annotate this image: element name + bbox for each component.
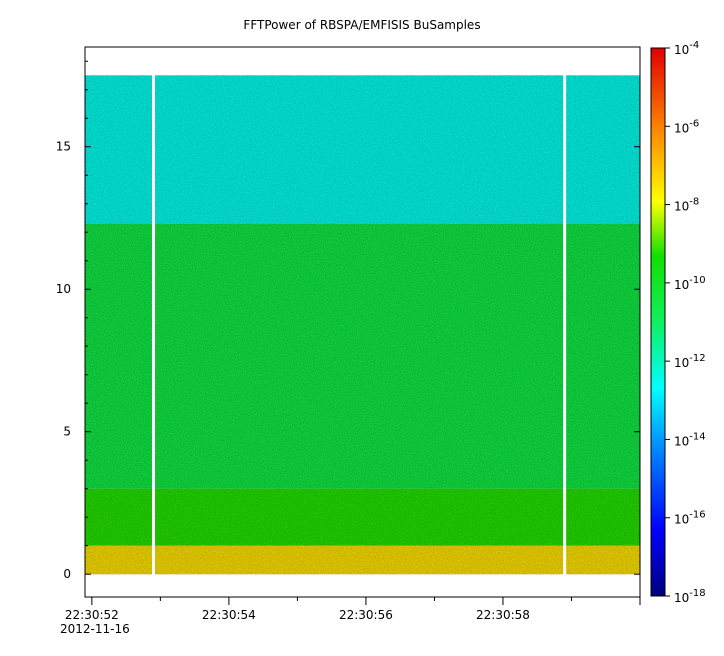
y-tick-label-2: 10 [56, 282, 71, 296]
x-tick-label-1: 22:30:54 [202, 608, 256, 622]
colorbar-tick-label-4: 10-12 [674, 353, 706, 370]
colorbar [650, 47, 666, 597]
y-tick-label-3: 15 [56, 140, 71, 154]
colorbar-tick-label-7: 10-18 [674, 588, 706, 605]
y-axis: 0 5 10 15 [56, 60, 640, 581]
x-axis: 22:30:52 22:30:54 22:30:56 22:30:58 [65, 597, 641, 622]
power-noise-texture [85, 75, 640, 575]
colorbar-tick-label-6: 10-16 [674, 510, 706, 527]
colorbar-axis: 10-4 10-6 10-8 10-10 10-12 10-14 10-16 10-18 [665, 40, 706, 605]
plot-frame [84, 46, 641, 598]
spectrogram-image [85, 47, 640, 597]
y-tick-label-1: 5 [63, 425, 71, 439]
x-tick-label-3: 22:30:58 [476, 608, 530, 622]
x-tick-label-0: 22:30:52 [65, 608, 119, 622]
data-gap-0 [152, 47, 156, 597]
x-tick-label-2: 22:30:56 [339, 608, 393, 622]
data-gap-1 [563, 47, 567, 597]
y-tick-label-0: 0 [63, 567, 71, 581]
colorbar-tick-label-5: 10-14 [674, 431, 706, 448]
x-date-label: 2012-11-16 [60, 622, 130, 636]
colorbar-tick-label-0: 10-4 [674, 40, 699, 57]
colorbar-tick-label-2: 10-8 [674, 197, 699, 214]
colorbar-tick-label-3: 10-10 [674, 275, 706, 292]
colorbar-tick-label-1: 10-6 [674, 118, 699, 135]
chart-title: FFTPower of RBSPA/EMFISIS BuSamples [243, 18, 481, 32]
